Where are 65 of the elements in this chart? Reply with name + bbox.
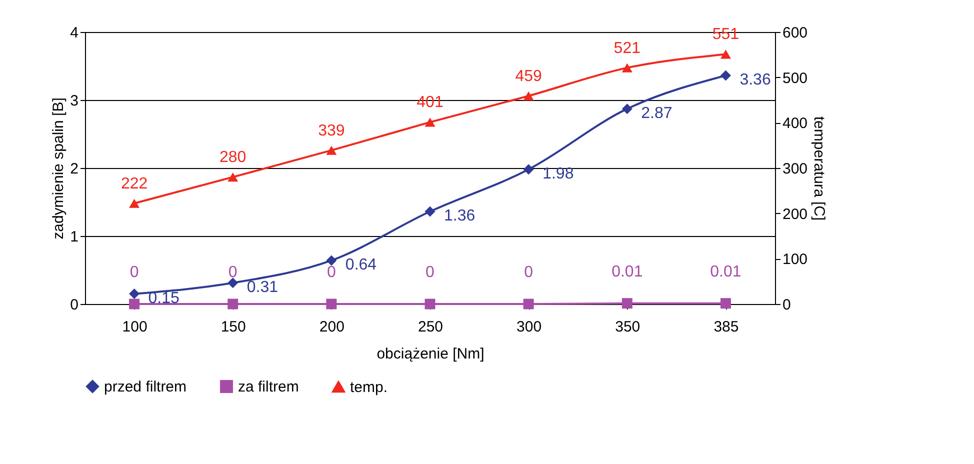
data-label: 521 xyxy=(614,40,641,57)
point xyxy=(622,298,632,309)
point xyxy=(326,146,337,155)
data-label: 0.64 xyxy=(345,256,377,274)
data-label: 0 xyxy=(426,264,435,281)
point xyxy=(129,288,140,300)
y2-tick-label: 300 xyxy=(782,160,808,178)
point xyxy=(720,298,731,309)
data-label: 280 xyxy=(220,149,246,166)
x-tick-label: 350 xyxy=(615,318,640,336)
data-label: 0.01 xyxy=(612,263,643,280)
point xyxy=(523,91,534,100)
point xyxy=(424,206,436,217)
point xyxy=(326,298,337,310)
y2-tick-label: 100 xyxy=(782,251,808,268)
x-tick-label: 300 xyxy=(516,318,542,336)
x-tick-label: 250 xyxy=(418,318,444,336)
y2-tick-label: 500 xyxy=(782,70,808,87)
point xyxy=(720,70,731,81)
y-tick-label: 2 xyxy=(70,160,78,178)
point xyxy=(720,50,731,59)
point xyxy=(523,164,534,175)
point xyxy=(326,255,337,266)
data-label: 222 xyxy=(120,175,148,192)
data-label: 1.36 xyxy=(444,208,476,225)
legend-label: temp. xyxy=(350,378,388,396)
data-label: 0 xyxy=(524,264,534,281)
point xyxy=(228,298,238,310)
x-tick-label: 385 xyxy=(714,318,739,336)
point xyxy=(622,63,632,72)
y-axis-title: zadymienie spalin [B] xyxy=(50,98,68,240)
point xyxy=(129,298,140,310)
point xyxy=(424,118,436,127)
data-label: 3.36 xyxy=(740,72,771,89)
data-label: 0.31 xyxy=(246,278,278,296)
data-label: 0 xyxy=(228,264,238,281)
data-label: 1.98 xyxy=(542,165,574,182)
x-axis-title: obciążenie [Nm] xyxy=(376,346,484,362)
point xyxy=(228,278,238,288)
data-label: 339 xyxy=(318,122,345,140)
data-label: 0.15 xyxy=(148,290,180,307)
point xyxy=(424,298,436,310)
data-label: 0 xyxy=(130,264,139,281)
data-label: 2.87 xyxy=(641,104,672,122)
y2-tick-label: 400 xyxy=(782,115,808,132)
x-tick-label: 100 xyxy=(122,318,148,336)
point xyxy=(622,104,632,114)
data-label: 459 xyxy=(515,68,542,85)
point xyxy=(129,198,140,208)
y-tick-label: 3 xyxy=(70,92,78,110)
y2-tick-label: 200 xyxy=(782,206,808,223)
y-tick-label: 0 xyxy=(70,296,78,314)
data-label: 0.01 xyxy=(710,263,742,280)
data-label: 0 xyxy=(326,264,336,281)
y2-axis-title: temperatura [C] xyxy=(810,116,828,221)
point xyxy=(228,172,238,182)
y-tick-label: 1 xyxy=(70,228,78,246)
x-tick-label: 200 xyxy=(319,318,344,336)
legend-label: przed filtrem xyxy=(104,378,187,396)
point xyxy=(523,298,534,310)
legend-label: za filtrem xyxy=(238,378,299,396)
y2-tick-label: 0 xyxy=(782,296,791,314)
y2-tick-label: 600 xyxy=(782,24,808,42)
x-tick-label: 150 xyxy=(220,318,246,336)
y-tick-label: 4 xyxy=(70,24,78,42)
